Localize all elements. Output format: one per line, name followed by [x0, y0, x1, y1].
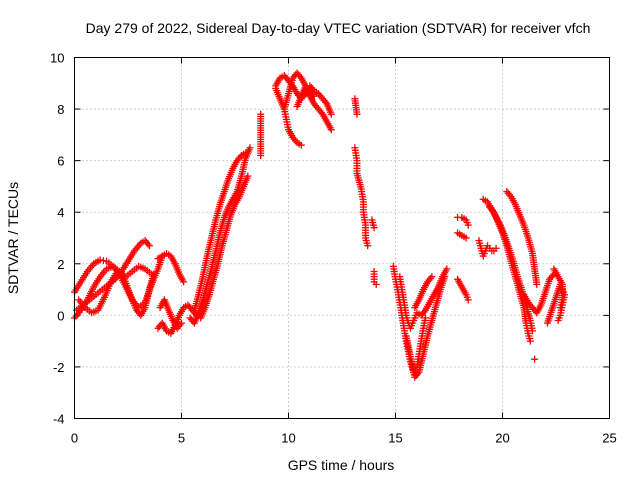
x-tick-label: 0 [71, 431, 78, 446]
x-axis-label: GPS time / hours [288, 457, 395, 473]
series-arc-18 [368, 216, 378, 232]
data-point [370, 224, 378, 232]
data-point [464, 221, 472, 229]
series-arc-7 [154, 249, 188, 286]
data-point [421, 314, 429, 322]
y-tick-label: 6 [57, 154, 64, 169]
y-tick-label: 8 [57, 102, 64, 117]
series-arc-31 [520, 270, 558, 317]
data-point [462, 234, 470, 242]
series-arc-33 [550, 265, 566, 312]
data-point [443, 265, 451, 273]
data-point [556, 304, 564, 312]
series-arc-10 [197, 172, 252, 322]
series-arc-29 [486, 203, 534, 345]
y-tick-label: 2 [57, 257, 64, 272]
x-tick-label: 25 [602, 431, 616, 446]
data-point [150, 270, 158, 278]
chart-title: Day 279 of 2022, Sidereal Day-to-day VTE… [86, 20, 591, 36]
data-point [327, 110, 335, 118]
series-arc-9 [190, 149, 250, 314]
data-point [178, 319, 185, 327]
series-arc-34 [531, 355, 539, 363]
x-tick-label: 15 [388, 431, 402, 446]
series-arc-28 [479, 195, 536, 335]
series-arc-2 [71, 256, 156, 296]
series-arc-6 [156, 296, 185, 332]
data-point [441, 273, 449, 281]
x-tick-label: 20 [495, 431, 509, 446]
tick-labels: 0 5 10 15 20 25 -4 -2 0 2 4 6 8 10 [50, 51, 617, 446]
y-tick-label: -2 [53, 360, 65, 375]
data-point [353, 110, 361, 118]
data-point [180, 278, 188, 286]
series-arc-19 [370, 268, 380, 288]
series-arc-4 [75, 268, 158, 319]
y-tick-label: 4 [57, 205, 64, 220]
y-axis-label: SDTVAR / TECUs [5, 182, 21, 294]
y-tick-label: -4 [53, 412, 65, 427]
series-arc-16 [351, 95, 361, 118]
data-point [327, 126, 335, 134]
series-arc-11 [257, 110, 265, 159]
x-tick-label: 10 [281, 431, 295, 446]
data-point [428, 273, 436, 281]
data-point [372, 280, 380, 288]
data-marks [71, 69, 569, 381]
x-tick-label: 5 [178, 431, 185, 446]
series-arc-26 [454, 229, 470, 242]
series-arc-17 [351, 144, 372, 250]
series-arc-22 [402, 273, 449, 381]
data-point [531, 355, 539, 363]
series-arc-23 [411, 273, 436, 312]
series-arc-27 [475, 237, 500, 260]
data-point [554, 317, 562, 325]
data-point [526, 337, 534, 345]
series-arc-21 [396, 265, 451, 332]
data-point [242, 149, 250, 157]
data-point [244, 172, 252, 180]
series-arc-15 [293, 82, 335, 118]
data-point [257, 151, 265, 159]
data-point [246, 144, 254, 152]
series-arc-24 [454, 275, 472, 304]
data-point [145, 242, 153, 250]
plot-frame [74, 57, 610, 419]
data-point [297, 141, 305, 149]
y-tick-label: 0 [57, 308, 64, 323]
data-point [464, 296, 472, 304]
series-arc-25 [454, 213, 472, 229]
series-arc-30 [503, 188, 541, 288]
data-point [364, 242, 372, 250]
y-tick-label: 10 [50, 51, 64, 66]
series-arc-12 [272, 84, 305, 149]
data-point [533, 280, 541, 288]
data-point [492, 244, 500, 252]
